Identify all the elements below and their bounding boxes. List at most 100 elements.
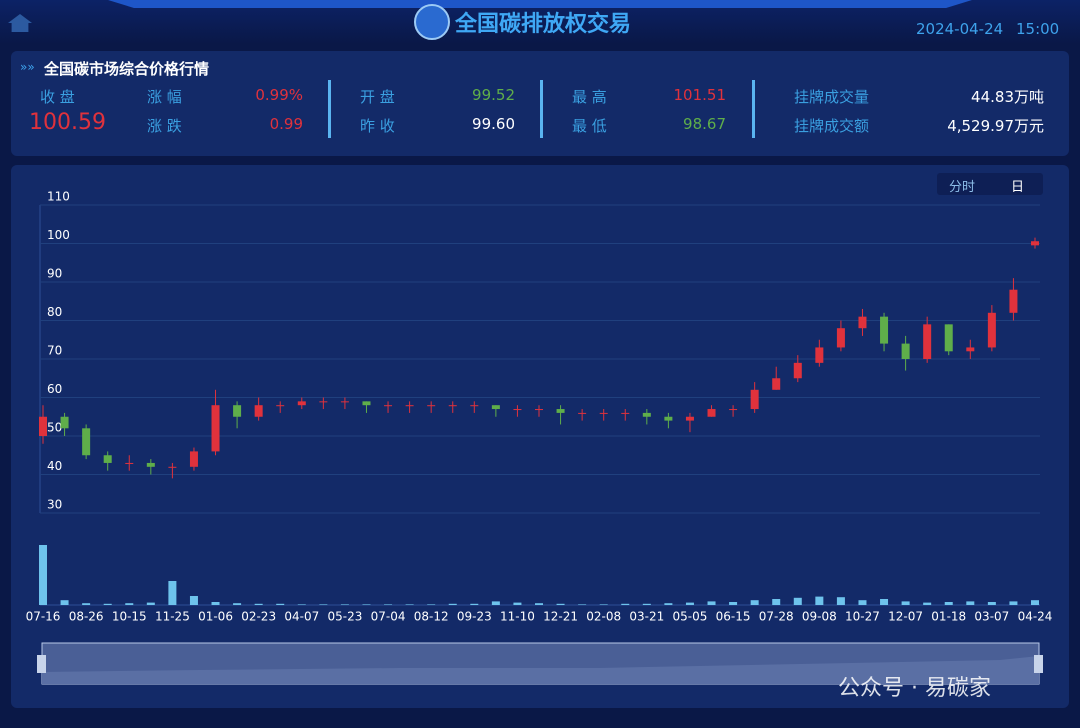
y-tick-label: 100 (47, 228, 70, 242)
volume-bar (448, 603, 457, 605)
y-tick-label: 60 (47, 382, 62, 396)
quote-label: 收 盘 (40, 88, 75, 106)
volume-bar (880, 599, 889, 605)
candle-body (642, 412, 651, 417)
volume-bar (491, 601, 500, 605)
candle-body (880, 316, 889, 344)
quote-label: 最 低 (572, 117, 607, 135)
volume-bar (599, 604, 608, 605)
x-tick-label: 10-15 (112, 610, 147, 624)
quote-label: 涨 幅 (147, 88, 182, 106)
candle-body (685, 416, 694, 421)
x-tick-label: 12-07 (888, 610, 923, 624)
volume-bar (319, 604, 328, 605)
volume-bar (211, 602, 220, 605)
watermark: 公众号 · 易碳家 (838, 676, 991, 701)
quote-label: 挂牌成交量 (794, 88, 870, 106)
volume-bar (297, 604, 306, 605)
candle-body (966, 347, 975, 352)
x-tick-label: 04-07 (284, 610, 319, 624)
candle-body (427, 405, 436, 407)
volume-bar (405, 604, 414, 605)
x-tick-label: 03-21 (629, 610, 664, 624)
volume-bar (578, 604, 587, 605)
quote-value: 99.60 (472, 115, 515, 133)
candle-body (491, 405, 500, 410)
quote-label: 昨 收 (360, 117, 395, 135)
candle-body (987, 312, 996, 348)
candle-body (707, 409, 716, 417)
x-tick-label: 01-18 (931, 610, 966, 624)
candle-body (448, 405, 457, 407)
x-tick-label: 06-15 (716, 610, 751, 624)
quote-label: 挂牌成交额 (794, 117, 870, 135)
candle-body (729, 409, 738, 411)
home-icon[interactable] (8, 14, 32, 32)
candle-body (793, 362, 802, 379)
candle-body (470, 405, 479, 407)
x-tick-label: 07-04 (371, 610, 406, 624)
volume-bar (1009, 601, 1018, 605)
quote-label: 最 高 (572, 88, 607, 106)
x-tick-label: 09-08 (802, 610, 837, 624)
x-tick-label: 04-24 (1018, 610, 1053, 624)
candle-body (340, 401, 349, 403)
separator (752, 80, 755, 138)
volume-bar (664, 603, 673, 605)
volume-bar (384, 604, 393, 605)
separator (540, 80, 543, 138)
volume-bar (642, 603, 651, 605)
candle-body (254, 405, 263, 417)
quote-label: 开 盘 (360, 88, 395, 106)
x-tick-label: 07-16 (26, 610, 61, 624)
quote-label: 涨 跌 (147, 117, 182, 135)
candle-body (578, 412, 587, 414)
candle-body (319, 401, 328, 403)
x-tick-label: 08-12 (414, 610, 449, 624)
y-tick-label: 90 (47, 267, 62, 281)
quote-value: 99.52 (472, 86, 515, 104)
candle-body (384, 405, 393, 407)
volume-bar (815, 596, 824, 605)
volume-bar (987, 602, 996, 605)
candle-body (405, 405, 414, 407)
candle-body (599, 412, 608, 414)
volume-bar (82, 603, 91, 605)
candle-body (535, 409, 543, 411)
x-tick-label: 02-23 (241, 610, 276, 624)
tab[interactable]: 日 (1011, 180, 1025, 195)
date: 2024-04-24 (916, 20, 1004, 38)
quote-arrow: »» (20, 60, 35, 74)
volume-bar (233, 603, 242, 605)
candle-body (1031, 241, 1039, 246)
candle-body (858, 316, 867, 329)
volume-bar (146, 602, 155, 605)
volume-bar (556, 603, 565, 605)
quote-value: 0.99 (269, 115, 303, 133)
volume-bar (513, 602, 522, 605)
tab-bar (937, 173, 1043, 195)
volume-bar (189, 596, 198, 605)
candle-body (39, 416, 47, 436)
slider-handle[interactable] (37, 655, 46, 673)
candle-body (815, 347, 824, 363)
y-tick-label: 70 (47, 344, 62, 358)
tab[interactable]: 分时 (949, 180, 976, 195)
x-tick-label: 05-05 (673, 610, 708, 624)
separator (328, 80, 331, 138)
candle-body (621, 412, 630, 414)
candle-body (513, 409, 522, 411)
x-tick-label: 11-10 (500, 610, 535, 624)
slider-handle[interactable] (1034, 655, 1043, 673)
slider-shadow (42, 656, 1039, 684)
quote-value: 100.59 (29, 110, 106, 135)
x-tick-label: 09-23 (457, 610, 492, 624)
quote-value: 0.99% (255, 86, 303, 104)
volume-bar (276, 603, 285, 605)
time: 15:00 (1016, 20, 1060, 38)
candle-body (297, 401, 306, 406)
volume-bar (103, 603, 112, 605)
volume-bar (621, 603, 630, 605)
candle-body (836, 328, 845, 348)
candle-body (750, 389, 759, 410)
